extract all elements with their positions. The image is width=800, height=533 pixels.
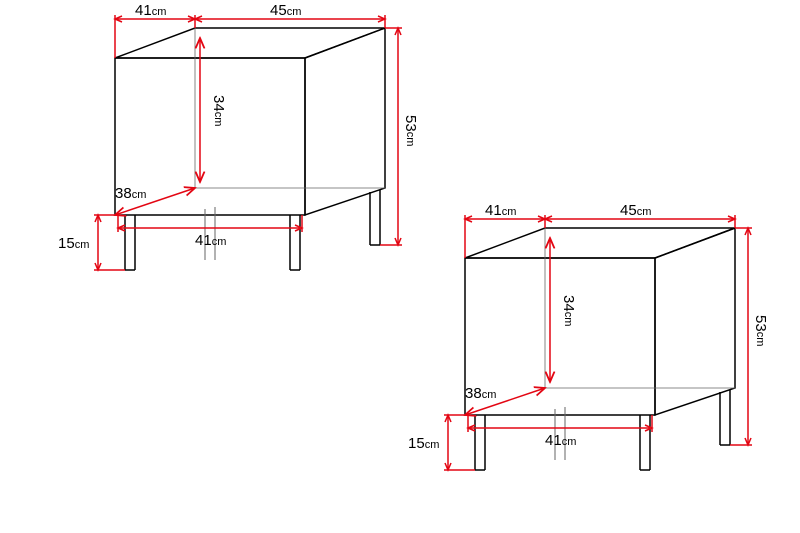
dim-right-inner-width: 41cm xyxy=(545,432,576,449)
nightstand-left-svg xyxy=(50,10,430,330)
dim-left-total-height: 53cm xyxy=(402,115,419,146)
furniture-dimension-diagram: 41cm 45cm 34cm 53cm 38cm 41cm 15cm xyxy=(0,0,800,533)
nightstand-right-svg xyxy=(400,210,780,530)
dim-left-top-depth: 41cm xyxy=(135,2,166,19)
dim-left-leg-height: 15cm xyxy=(58,235,89,252)
dim-left-inner-height: 34cm xyxy=(210,95,227,126)
dim-right-top-width: 45cm xyxy=(620,202,651,219)
dim-right-total-height: 53cm xyxy=(752,315,769,346)
dim-left-inner-width: 41cm xyxy=(195,232,226,249)
dim-right-inner-depth: 38cm xyxy=(465,385,496,402)
dim-right-top-depth: 41cm xyxy=(485,202,516,219)
dim-right-inner-height: 34cm xyxy=(560,295,577,326)
dim-left-inner-depth: 38cm xyxy=(115,185,146,202)
dim-right-leg-height: 15cm xyxy=(408,435,439,452)
dim-left-top-width: 45cm xyxy=(270,2,301,19)
